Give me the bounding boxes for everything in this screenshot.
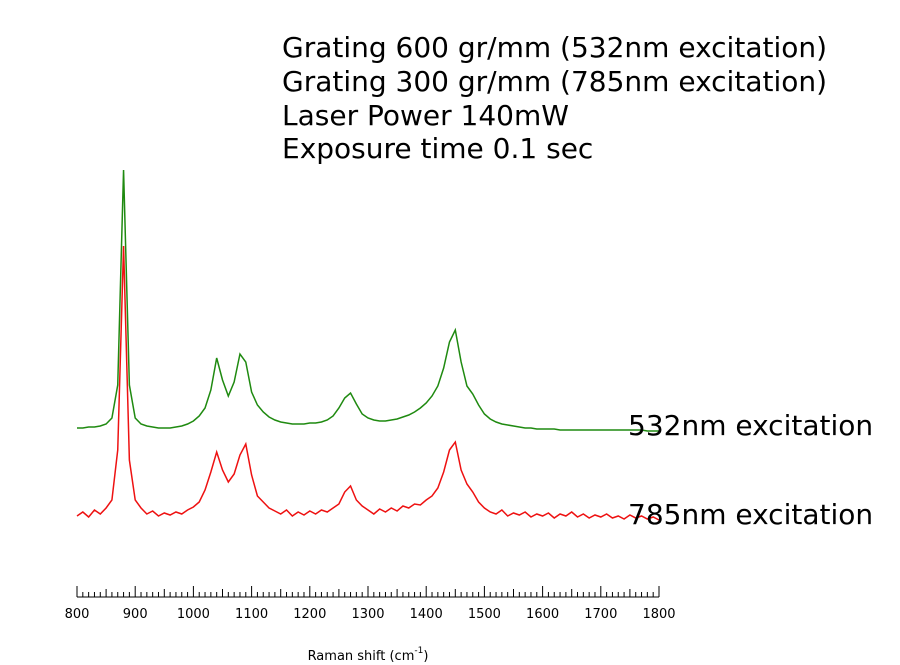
x-axis-label: Raman shift (cm-1) bbox=[308, 646, 429, 664]
x-tick-label: 900 bbox=[123, 607, 148, 622]
annotation: Grating 300 gr/mm (785nm excitation) bbox=[282, 65, 827, 98]
x-tick-label: 800 bbox=[65, 607, 90, 622]
x-tick-label: 1300 bbox=[351, 607, 384, 622]
annotation: Laser Power 140mW bbox=[282, 99, 569, 132]
series-label: 785nm excitation bbox=[628, 498, 873, 531]
annotation: Grating 600 gr/mm (532nm excitation) bbox=[282, 31, 827, 64]
x-tick-label: 1000 bbox=[177, 607, 210, 622]
series-line bbox=[76, 245, 660, 521]
annotation: Exposure time 0.1 sec bbox=[282, 132, 593, 165]
x-tick-label: 1100 bbox=[235, 607, 268, 622]
x-label-sup: -1 bbox=[414, 646, 423, 656]
x-tick-label: 1600 bbox=[526, 607, 559, 622]
series-label: 532nm excitation bbox=[628, 409, 873, 442]
x-tick-label: 1400 bbox=[410, 607, 443, 622]
x-tick-label: 1200 bbox=[293, 607, 326, 622]
x-tick-label: 1500 bbox=[468, 607, 501, 622]
x-label-text: Raman shift (cm bbox=[308, 649, 415, 664]
x-tick-label: 1800 bbox=[642, 607, 675, 622]
x-label-text: ) bbox=[423, 649, 428, 664]
series-line bbox=[77, 169, 659, 432]
x-tick-label: 1700 bbox=[584, 607, 617, 622]
annotations: Grating 600 gr/mm (532nm excitation) Gra… bbox=[282, 31, 827, 165]
